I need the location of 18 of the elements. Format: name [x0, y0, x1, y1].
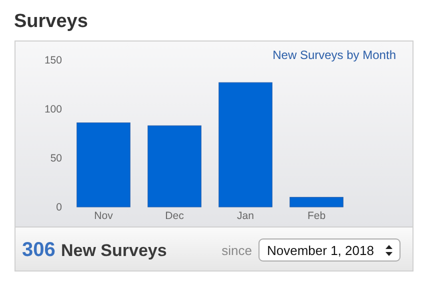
- text: since: [222, 243, 252, 258]
- x-tick-label: Nov: [94, 210, 114, 222]
- bar: [290, 196, 344, 208]
- y-tick-label: 50: [50, 152, 62, 165]
- bar: [76, 122, 130, 208]
- y-tick-label: 150: [44, 54, 62, 67]
- text: 306: [22, 239, 56, 261]
- x-tick-label: Dec: [165, 210, 184, 222]
- bar: [148, 125, 202, 208]
- y-tick-label: 0: [56, 202, 62, 214]
- text: New Surveys: [61, 241, 167, 260]
- chart-subtitle: New Surveys by Month: [272, 48, 396, 62]
- chart-title: Surveys: [14, 11, 88, 32]
- y-tick-label: 100: [44, 104, 62, 116]
- text: November 1, 2018: [267, 243, 374, 258]
- x-tick-label: Feb: [307, 210, 326, 222]
- x-tick-label: Jan: [237, 210, 254, 222]
- bar: [218, 82, 272, 208]
